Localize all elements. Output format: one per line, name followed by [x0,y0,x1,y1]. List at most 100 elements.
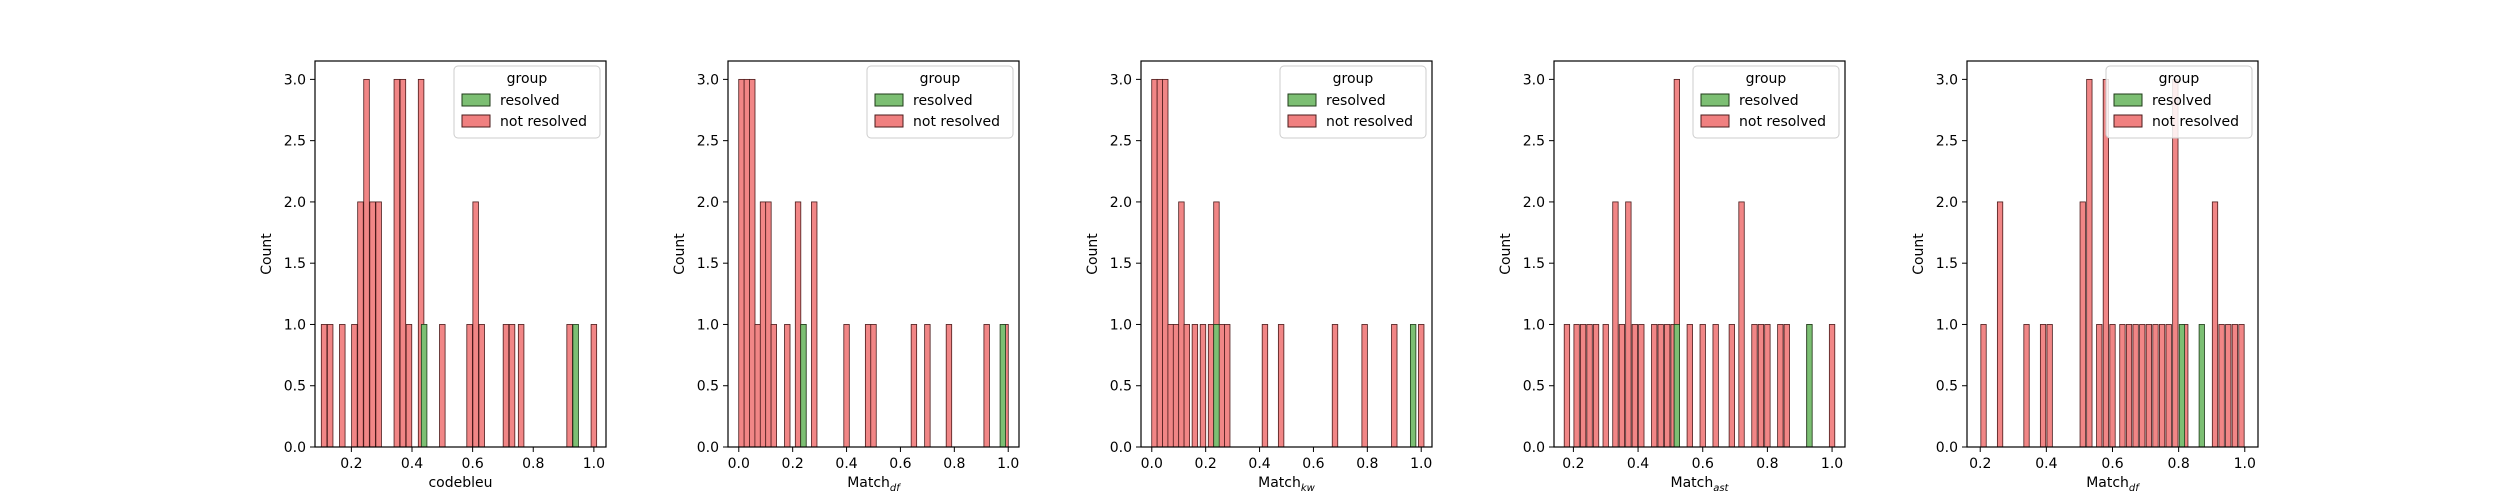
resolved-bar-1 [420,324,428,448]
x-tick-label: 0.2 [1562,456,1584,472]
histogram-panel-2: 0.0 0.5 1.0 1.5 2.0 2.5 3.0 0.0 0.2 0.4 0.6 0.8 1.0 M… [672,60,1020,494]
not-resolved-bar-17 [1686,324,1693,448]
not-resolved-bar-10 [399,78,407,448]
not-resolved-bar-8 [375,201,382,448]
not-resolved-bar-1 [1151,78,1158,448]
x-axis-label-main: Match [1258,475,1301,491]
y-tick-label: 2.0 [284,195,306,211]
legend-swatch-not-resolved [461,114,491,128]
x-axis-label: Matchdf [2086,475,2140,494]
not-resolved-bar-13 [1224,324,1231,448]
not-resolved-bar-26 [1783,324,1790,448]
resolved-bar-2 [572,324,579,448]
x-tick-label: 0.6 [889,456,911,472]
not-resolved-bar-22 [2218,324,2225,448]
not-resolved-bar-18 [2165,324,2172,448]
x-tick-label: 0.8 [522,456,544,472]
y-tick-label: 1.5 [284,256,306,272]
x-tick-label: 0.2 [340,456,362,472]
y-axis-label: Count [672,233,688,275]
not-resolved-bar-15 [1277,324,1285,448]
not-resolved-bar-25 [2238,324,2245,448]
not-resolved-bar-8 [1191,324,1199,448]
x-tick-label: 0.6 [1692,456,1714,472]
histogram-panel-1: 0.0 0.5 1.0 1.5 2.0 2.5 3.0 0.2 0.4 0.6 0.8 1.0 code… [259,60,607,491]
x-axis-label: Matchdf [847,475,901,494]
not-resolved-bar-16 [2152,324,2159,448]
not-resolved-bar-13 [2132,324,2139,448]
not-resolved-bar-1 [320,324,328,448]
y-tick-label: 0.5 [1936,379,1958,395]
legend-label-not-resolved: not resolved [1739,114,1826,130]
not-resolved-bar-13 [1657,324,1664,448]
y-tick-label: 1.5 [1523,256,1545,272]
y-tick-label: 2.0 [1936,195,1958,211]
axes-frame [1140,60,1433,448]
not-resolved-bar-14 [1664,324,1671,448]
not-resolved-bar-5 [1592,324,1600,448]
not-resolved-bar-1 [1563,324,1571,448]
not-resolved-bar-2 [1573,324,1580,448]
not-resolved-bar-1 [1980,324,1987,448]
not-resolved-bar-19 [1712,324,1719,448]
not-resolved-bar-7 [369,201,376,448]
y-axis-label: Count [1911,233,1927,275]
y-tick-label: 1.5 [697,256,719,272]
legend-label-not-resolved: not resolved [2152,114,2239,130]
not-resolved-bar-5 [2046,324,2053,448]
not-resolved-bar-21 [590,324,598,448]
axes-frame [314,60,607,448]
x-tick-label: 0.4 [2035,456,2057,472]
y-tick-label: 1.0 [1936,317,1958,333]
not-resolved-bar-12 [1218,324,1225,448]
legend-swatch-resolved [874,93,904,107]
not-resolved-bar-22 [1751,324,1758,448]
x-tick-label: 1.0 [583,456,605,472]
not-resolved-bar-7 [2086,78,2093,448]
y-tick-label: 0.0 [1523,440,1545,456]
resolved-bar-2 [1806,324,1813,448]
not-resolved-bar-18 [508,324,516,448]
x-tick-label: 0.4 [1248,456,1270,472]
y-axis-label: Count [1085,233,1101,275]
not-resolved-bar-16 [478,324,485,448]
legend-title: group [507,71,548,87]
legend: group resolved not resolved [453,65,601,139]
x-axis-label-main: codebleu [428,475,492,491]
y-axis-label: Count [1498,233,1514,275]
y-tick-label: 2.5 [697,134,719,150]
not-resolved-bar-17 [2159,324,2166,448]
not-resolved-bar-12 [2125,324,2133,448]
y-tick-label: 0.5 [1523,379,1545,395]
not-resolved-bar-11 [811,201,818,448]
not-resolved-bar-14 [466,324,473,448]
y-tick-label: 0.0 [1936,440,1958,456]
y-tick-label: 1.5 [1110,256,1132,272]
not-resolved-bar-11 [1638,324,1645,448]
not-resolved-bar-14 [2139,324,2146,448]
legend: group resolved not resolved [866,65,1014,139]
not-resolved-bar-11 [405,324,413,448]
not-resolved-bar-6 [363,78,370,448]
x-tick-label: 0.2 [782,456,804,472]
not-resolved-bar-15 [2145,324,2152,448]
not-resolved-bar-5 [759,201,767,448]
x-tick-label: 0.8 [1356,456,1378,472]
y-tick-label: 1.5 [1936,256,1958,272]
not-resolved-bar-17 [502,324,510,448]
y-tick-label: 0.0 [697,440,719,456]
resolved-bar-1 [1673,324,1680,448]
not-resolved-bar-15 [472,201,479,448]
x-tick-label: 0.6 [461,456,483,472]
not-resolved-bar-21 [1738,201,1745,448]
not-resolved-bar-19 [1418,324,1425,448]
y-tick-label: 0.5 [697,379,719,395]
not-resolved-bar-24 [2231,324,2238,448]
y-tick-label: 2.5 [1523,134,1545,150]
not-resolved-bar-25 [1777,324,1784,448]
not-resolved-bar-16 [924,324,931,448]
y-tick-label: 2.0 [1523,195,1545,211]
not-resolved-bar-11 [2119,324,2126,448]
not-resolved-bar-18 [983,324,990,448]
